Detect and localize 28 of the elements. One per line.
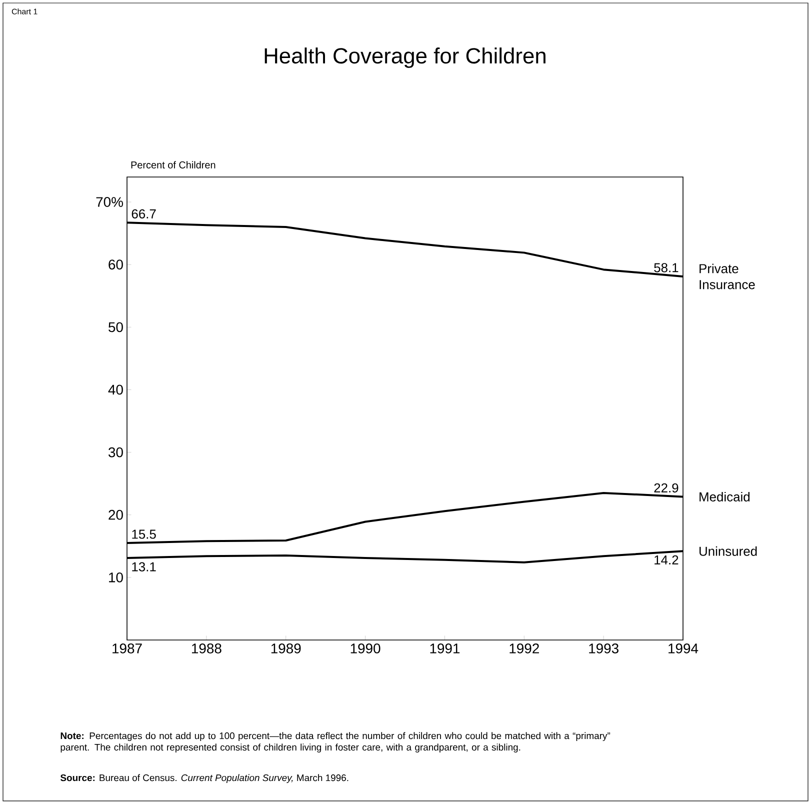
data-label: 14.2 [654,555,678,564]
y-tick-label: 40 [108,384,123,395]
text: Source: Bureau of Census. Current Population Survey, March 1996. [60,774,348,784]
y-tick-label: 30 [108,447,123,458]
series-label: Private Insurance [700,264,755,290]
x-tick-label: 1992 [510,643,539,654]
x-tick-label: 1989 [271,643,301,654]
y-tick-label: 10 [109,572,123,582]
data-label: 58.1 [654,263,678,272]
x-tick-label: 1988 [192,643,222,654]
series-label: Uninsured [700,546,757,556]
data-label: 13.1 [132,562,156,572]
x-tick-label: 1994 [668,643,698,654]
data-label: 22.9 [654,483,678,492]
y-tick-label: 50 [108,322,123,332]
y-tick-label: 70% [96,197,123,207]
text: Note: Percentages do not add up to 100 percent—the data reflect the number of children who could be matched with a “primary” parent. The children not represented consist of children living in foster care, with a grandparent, or a sibling. [60,732,610,752]
x-tick-label: 1987 [112,643,142,654]
y-axis-title: Percent of Children [131,161,216,168]
y-tick-label: 20 [108,510,123,520]
x-tick-label: 1990 [350,643,380,654]
series-label: Medicaid [700,492,750,502]
data-label: 15.5 [132,530,156,539]
x-tick-label: 1991 [430,643,460,654]
data-label: 66.7 [132,209,156,218]
chart-title: Health Coverage for Children [264,48,546,68]
x-tick-label: 1993 [589,643,618,654]
y-tick-label: 60 [108,260,123,270]
